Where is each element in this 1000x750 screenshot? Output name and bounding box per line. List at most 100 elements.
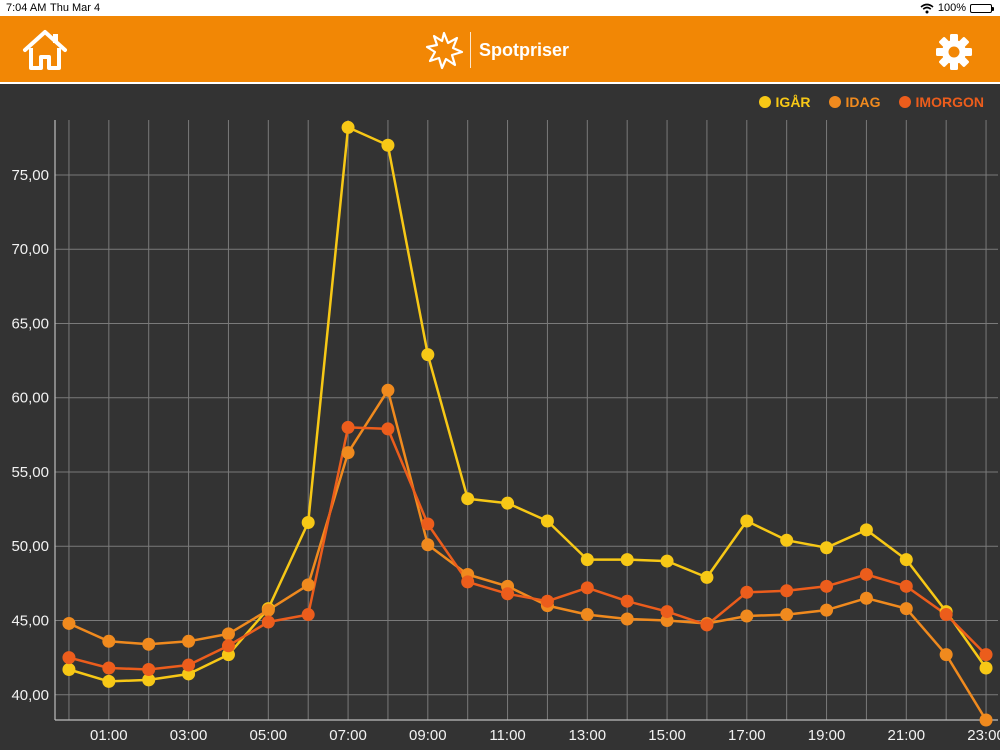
data-point [820, 579, 834, 593]
data-point [461, 492, 475, 506]
data-point [859, 523, 873, 537]
data-point [939, 608, 953, 622]
y-tick-label: 40,00 [11, 687, 49, 704]
data-point [899, 553, 913, 567]
data-point [341, 420, 355, 434]
data-point [979, 713, 993, 727]
page-title: Spotpriser [479, 39, 570, 60]
data-point [700, 570, 714, 584]
data-point [381, 422, 395, 436]
data-point [421, 517, 435, 531]
data-point [142, 663, 156, 677]
series-line [68, 389, 988, 721]
data-point [301, 608, 315, 622]
data-point [740, 585, 754, 599]
data-point [501, 587, 515, 601]
data-point [62, 663, 76, 677]
data-point [979, 661, 993, 675]
x-tick-label: 03:00 [170, 727, 208, 744]
data-point [740, 514, 754, 528]
data-point [859, 567, 873, 581]
data-point [421, 538, 435, 552]
data-point [620, 612, 634, 626]
y-tick-label: 60,00 [11, 390, 49, 407]
nav-divider [470, 32, 471, 68]
data-point [820, 541, 834, 555]
data-point [142, 637, 156, 651]
battery-percent: 100% [937, 2, 966, 14]
data-point [102, 661, 116, 675]
y-tick-label: 65,00 [11, 315, 49, 332]
y-tick-label: 55,00 [11, 464, 49, 481]
x-tick-label: 09:00 [409, 727, 447, 744]
data-point [381, 138, 395, 152]
x-tick-label: 11:00 [489, 727, 525, 744]
data-point [780, 608, 794, 622]
data-point [820, 603, 834, 617]
battery-icon [970, 3, 994, 13]
data-point [102, 674, 116, 688]
data-point [660, 605, 674, 619]
data-point [540, 594, 554, 608]
y-tick-label: 50,00 [11, 538, 49, 555]
data-point [421, 348, 435, 362]
nav-center: Spotpriser [424, 30, 569, 70]
data-point [261, 615, 275, 629]
settings-button[interactable] [932, 30, 976, 74]
nav-bar: Spotpriser [0, 16, 1000, 84]
data-point [301, 578, 315, 592]
x-tick-label: 23:00 [967, 727, 1000, 744]
home-icon [23, 30, 67, 70]
data-point [899, 579, 913, 593]
data-point [580, 553, 594, 567]
data-point [341, 446, 355, 460]
legend-dot-icon [758, 96, 771, 108]
data-point [580, 608, 594, 622]
y-tick-label: 70,00 [11, 241, 49, 258]
data-point [700, 618, 714, 632]
x-tick-label: 21:00 [888, 727, 926, 744]
data-point [780, 533, 794, 547]
legend-item[interactable]: IMORGON [898, 94, 984, 110]
spot-logo-icon [425, 31, 464, 70]
x-tick-label: 15:00 [648, 727, 686, 744]
data-point [221, 627, 235, 641]
data-point [979, 648, 993, 662]
gear-icon [936, 34, 972, 70]
series-line [68, 426, 987, 671]
data-point [580, 581, 594, 595]
status-right: 100% [920, 2, 994, 14]
data-point [102, 634, 116, 648]
data-point [221, 639, 235, 653]
status-date: Thu Mar 4 [50, 2, 101, 14]
data-point [182, 634, 196, 648]
x-tick-label: 19:00 [808, 727, 846, 744]
data-point [660, 554, 674, 568]
legend-item[interactable]: IGÅR [758, 94, 811, 110]
status-bar: 7:04 AM Thu Mar 4 100% [0, 0, 1000, 16]
data-point [660, 613, 674, 627]
legend-dot-icon [828, 96, 841, 108]
legend-dot-icon [898, 96, 911, 108]
legend-item[interactable]: IDAG [828, 94, 881, 110]
data-point [142, 673, 156, 687]
chart-legend: IGÅR IDAG IMORGON [758, 94, 984, 110]
data-point [261, 603, 275, 617]
x-tick-label: 05:00 [250, 727, 288, 744]
legend-label: IMORGON [915, 94, 984, 110]
data-point [620, 594, 634, 608]
data-point [461, 575, 475, 589]
y-tick-label: 75,00 [11, 167, 49, 184]
data-point [182, 658, 196, 672]
data-point [62, 651, 76, 665]
legend-label: IGÅR [775, 94, 811, 110]
data-point [301, 515, 315, 529]
data-point [899, 602, 913, 616]
home-button[interactable] [22, 28, 68, 72]
x-tick-label: 13:00 [569, 727, 607, 744]
data-point [859, 591, 873, 605]
data-point [341, 120, 355, 134]
x-tick-label: 01:00 [90, 727, 128, 744]
x-tick-label: 07:00 [329, 727, 367, 744]
